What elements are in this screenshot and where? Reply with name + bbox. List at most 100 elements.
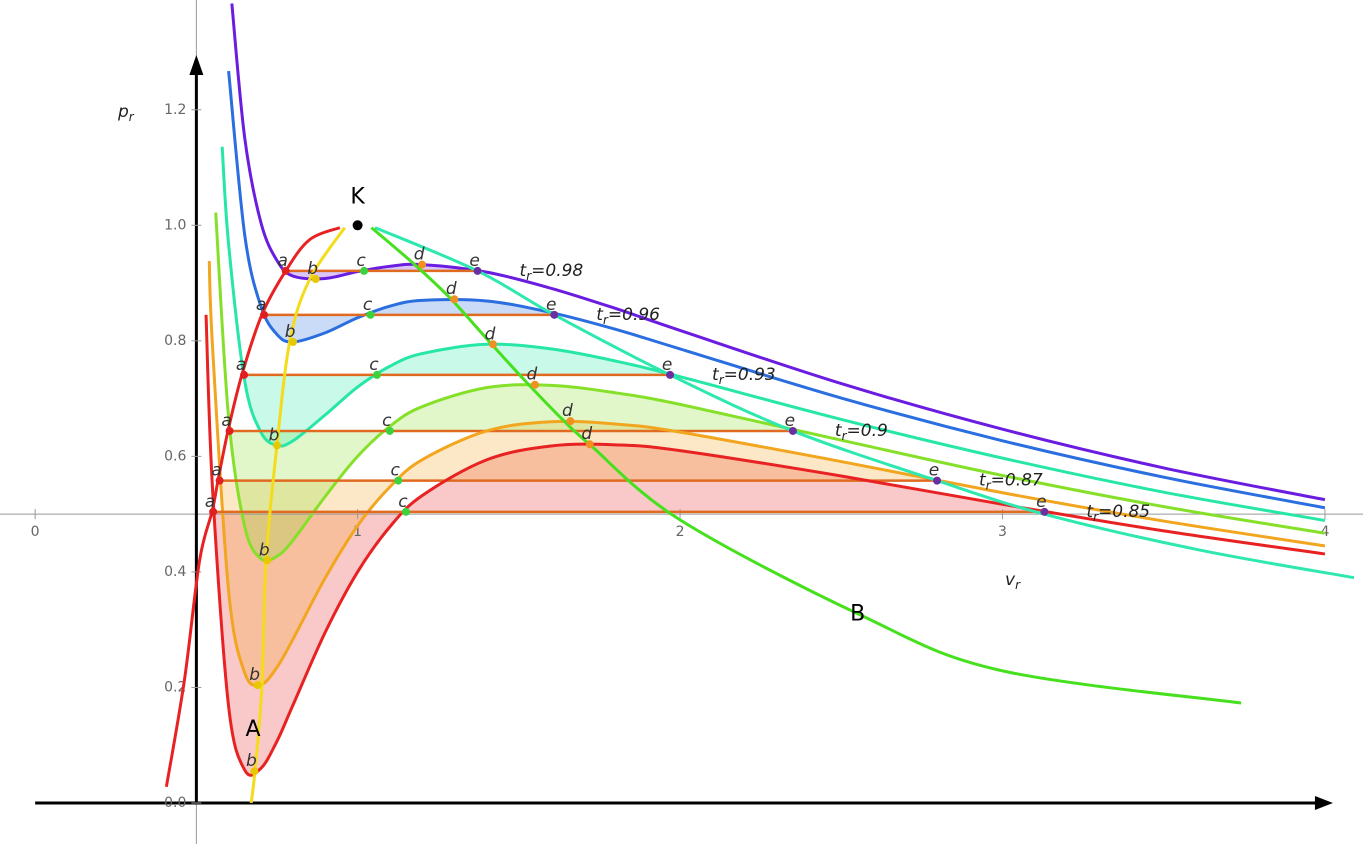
state-label: a <box>236 355 246 375</box>
y-axis-label-base: p <box>117 102 129 122</box>
isotherm-label: tr=0.85 <box>1086 502 1150 524</box>
state-point <box>372 370 381 379</box>
state-label: a <box>277 251 287 271</box>
y-tick-label: 1.0 <box>164 217 186 233</box>
state-label: e <box>785 411 795 431</box>
state-point <box>253 681 262 690</box>
critical-point <box>352 220 363 231</box>
isotherm-label-sub: r <box>526 268 532 282</box>
state-point <box>788 426 797 435</box>
boundary-curve <box>374 226 1355 580</box>
state-label: b <box>246 751 257 771</box>
isotherm-label-base: t <box>835 421 843 441</box>
state-label: d <box>485 324 496 344</box>
boundary-curve <box>249 226 346 804</box>
state-label: e <box>929 461 939 481</box>
isotherm-label-rest: =0.9 <box>847 421 888 441</box>
fills <box>213 264 1045 776</box>
state-label: c <box>356 251 366 271</box>
isotherm-label: tr=0.9 <box>835 421 888 443</box>
state-point <box>473 266 482 275</box>
state-label: d <box>527 365 538 385</box>
x-tick-label: 0 <box>31 524 40 540</box>
state-point <box>272 441 281 450</box>
state-point <box>450 295 459 304</box>
isotherm-label: tr=0.96 <box>596 305 660 327</box>
state-label: c <box>391 461 401 481</box>
isotherm-label-base: t <box>520 261 528 281</box>
state-label: b <box>269 425 280 445</box>
x-axis-label: vr <box>1005 570 1021 592</box>
state-label: b <box>285 322 296 342</box>
state-label: d <box>562 401 573 421</box>
y-axis-label: pr <box>117 102 135 124</box>
isotherm-label-sub: r <box>842 428 848 442</box>
isotherm-label-rest: =0.85 <box>1098 502 1150 522</box>
state-point <box>418 260 427 269</box>
state-point <box>240 370 249 379</box>
state-point <box>566 417 575 426</box>
state-point <box>366 310 375 319</box>
state-point <box>401 507 410 516</box>
y-axis-label-sub: r <box>129 110 135 124</box>
y-tick-label: 0.0 <box>164 795 186 811</box>
state-point <box>209 507 218 516</box>
state-point <box>360 266 369 275</box>
isotherm <box>214 212 1326 563</box>
x-axis-label-base: v <box>1005 570 1016 590</box>
isotherm-label: tr=0.98 <box>520 261 584 283</box>
isotherm-label-base: t <box>1086 502 1094 522</box>
state-label: a <box>211 461 221 481</box>
state-label: e <box>662 355 672 375</box>
state-label: e <box>469 251 479 271</box>
state-label: b <box>249 665 260 685</box>
x-tick-label: 2 <box>676 524 685 540</box>
isotherm-label-sub: r <box>719 372 725 386</box>
boundary-curve <box>164 226 341 788</box>
state-label: e <box>546 295 556 315</box>
state-label: a <box>256 295 266 315</box>
state-label: a <box>205 492 215 512</box>
state-point <box>489 340 498 349</box>
state-point <box>933 476 942 485</box>
y-tick-label: 0.8 <box>164 333 186 349</box>
arrow-head <box>189 55 204 75</box>
curves <box>164 3 1355 804</box>
isotherm-label-base: t <box>712 365 720 385</box>
state-label: d <box>581 424 592 444</box>
state-point <box>311 275 320 284</box>
state-point <box>550 310 559 319</box>
isotherm-label-sub: r <box>986 478 992 492</box>
isotherm <box>220 146 1326 522</box>
maxwell-area <box>264 299 557 343</box>
critical-label: K <box>350 184 365 209</box>
curve-label: A <box>246 717 261 742</box>
arrow-head <box>1314 795 1333 810</box>
state-label: c <box>398 492 408 512</box>
maxwell-area <box>285 264 478 279</box>
state-point <box>385 426 394 435</box>
boundary-curve <box>370 226 1242 705</box>
curve-label: B <box>850 602 865 627</box>
state-point <box>260 310 269 319</box>
state-label: c <box>363 295 373 315</box>
state-point <box>585 440 594 449</box>
y-tick-label: 0.2 <box>164 679 186 695</box>
state-point <box>215 476 224 485</box>
maxwell-area <box>219 421 938 686</box>
y-tick-label: 1.2 <box>164 102 186 118</box>
state-label: b <box>307 259 318 279</box>
isotherm-label-sub: r <box>1093 509 1099 523</box>
isotherm-label-rest: =0.93 <box>724 365 776 385</box>
maxwell-area <box>243 344 671 447</box>
y-tick-label: 0.4 <box>164 564 186 580</box>
isotherm-label-rest: =0.87 <box>991 471 1043 491</box>
state-point <box>1040 507 1049 516</box>
y-tick-label: 0.6 <box>164 448 186 464</box>
isotherm-label-rest: =0.96 <box>608 305 660 325</box>
isotherm <box>227 70 1326 510</box>
isotherm-label: tr=0.87 <box>979 471 1043 493</box>
